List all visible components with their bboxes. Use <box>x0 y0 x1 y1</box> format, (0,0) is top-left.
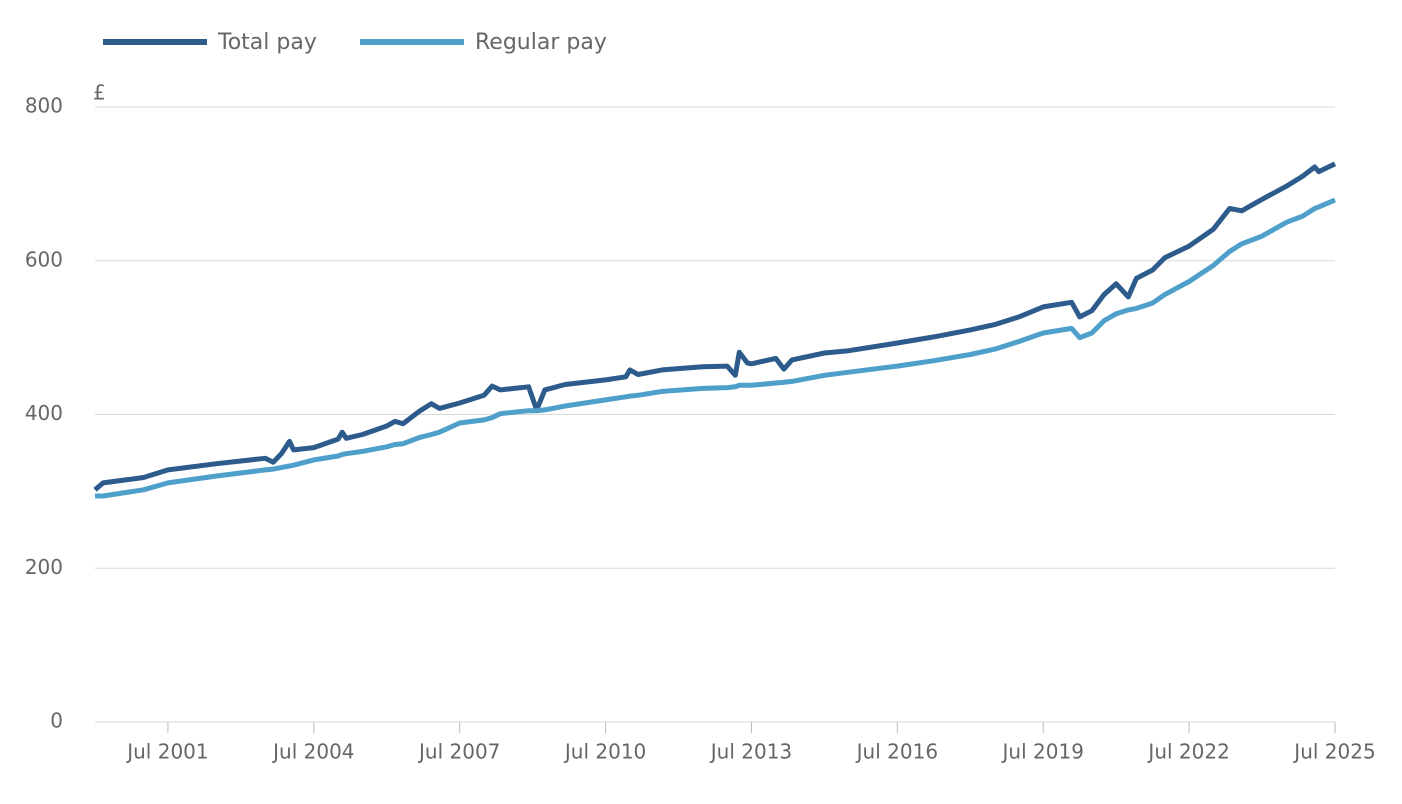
legend-label: Total pay <box>217 30 317 55</box>
y-tick-label: 0 <box>50 709 63 733</box>
x-tick-label: Jul 2007 <box>417 740 500 764</box>
y-tick-label: 600 <box>25 247 63 271</box>
y-tick-label: 800 <box>25 94 63 118</box>
x-tick-label: Jul 2016 <box>855 740 938 764</box>
series-line <box>93 161 1337 492</box>
x-tick-label: Jul 2004 <box>271 740 354 764</box>
x-tick-label: Jul 2019 <box>1001 740 1084 764</box>
x-tick-label: Jul 2025 <box>1292 740 1375 764</box>
y-tick-label: 400 <box>25 401 63 425</box>
legend-label: Regular pay <box>475 30 607 55</box>
y-tick-label: 200 <box>25 555 63 579</box>
x-tick-label: Jul 2010 <box>563 740 646 764</box>
y-unit: £ <box>93 81 106 105</box>
x-tick-label: Jul 2022 <box>1146 740 1229 764</box>
x-tick-label: Jul 2001 <box>125 740 208 764</box>
x-tick-label: Jul 2013 <box>709 740 792 764</box>
series-line <box>95 197 1336 499</box>
